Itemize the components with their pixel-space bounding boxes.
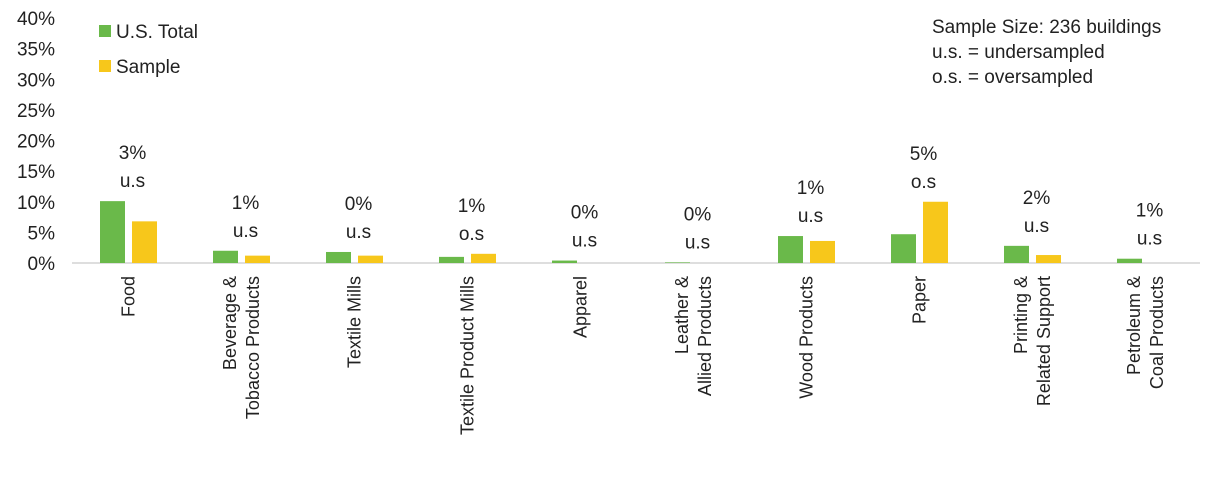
- legend-swatch-us-total: [99, 25, 111, 37]
- y-tick-label: 40%: [17, 9, 55, 30]
- notes: Sample Size: 236 buildings u.s. = undersa…: [932, 17, 1161, 88]
- legend-label-us-total: U.S. Total: [116, 22, 198, 43]
- bar-us-total: [213, 250, 238, 263]
- annotation-status: u.s: [233, 221, 258, 242]
- bars: [100, 201, 1142, 263]
- category-label: Wood Products: [797, 276, 817, 399]
- y-tick-label: 0%: [28, 254, 56, 275]
- annotation-status: u.s: [572, 231, 597, 252]
- bar-us-total: [439, 256, 464, 263]
- y-tick-label: 5%: [28, 223, 56, 244]
- category-label: Allied Products: [695, 276, 715, 396]
- category-label: Petroleum &: [1124, 276, 1144, 375]
- category-label: Food: [119, 276, 139, 317]
- note-text: u.s. = undersampled: [932, 42, 1105, 63]
- category-label: Tobacco Products: [243, 276, 263, 419]
- category-label: Related Support: [1034, 276, 1054, 406]
- annotation-status: o.s: [459, 224, 484, 245]
- bar-us-total: [665, 262, 690, 263]
- category-label: Printing &: [1011, 276, 1031, 354]
- note-text: Sample Size: 236 buildings: [932, 17, 1161, 38]
- category-label: Textile Mills: [345, 276, 365, 368]
- bar-sample: [923, 201, 948, 263]
- annotation-value: 3%: [119, 143, 147, 164]
- y-tick-label: 30%: [17, 70, 55, 91]
- bar-us-total: [326, 251, 351, 263]
- annotation-value: 0%: [684, 204, 712, 225]
- category-label: Coal Products: [1147, 276, 1167, 389]
- annotation-status: u.s: [1137, 229, 1162, 250]
- annotation-value: 2%: [1023, 188, 1051, 209]
- annotations: 3% u.s 1% u.s 0% u.s 1% o.s 0% u.s 0% u.s 1% u.s 5% o.s…: [119, 143, 1164, 253]
- category-label: Textile Product Mills: [458, 276, 478, 435]
- category-labels: Food Beverage & Tobacco Products Textile Mi…: [119, 276, 1168, 435]
- annotation-value: 1%: [1136, 201, 1164, 222]
- annotation-status: o.s: [911, 172, 936, 193]
- annotation-status: u.s: [120, 171, 145, 192]
- annotation-value: 1%: [797, 178, 825, 199]
- bar-sample: [471, 253, 496, 263]
- bar-us-total: [1117, 258, 1142, 263]
- bar-sample: [1036, 255, 1061, 263]
- annotation-value: 5%: [910, 144, 938, 165]
- annotation-value: 0%: [571, 203, 599, 224]
- legend-swatch-sample: [99, 60, 111, 72]
- annotation-value: 0%: [345, 194, 373, 215]
- bar-us-total: [778, 236, 803, 263]
- bar-us-total: [552, 260, 577, 263]
- legend-label-sample: Sample: [116, 57, 180, 78]
- bar-us-total: [1004, 245, 1029, 263]
- y-tick-label: 35%: [17, 40, 55, 61]
- category-label: Leather &: [672, 276, 692, 354]
- y-tick-label: 25%: [17, 101, 55, 122]
- bar-sample: [358, 255, 383, 263]
- annotation-value: 1%: [232, 193, 260, 214]
- y-tick-label: 10%: [17, 193, 55, 214]
- annotation-status: u.s: [346, 222, 371, 243]
- annotation-status: u.s: [685, 232, 710, 253]
- y-tick-label: 15%: [17, 162, 55, 183]
- y-axis: 0% 5% 10% 15% 20% 25% 30% 35% 40%: [17, 9, 55, 275]
- category-label: Paper: [910, 276, 930, 324]
- bar-sample: [810, 240, 835, 263]
- bar-us-total: [100, 201, 125, 263]
- category-label: Apparel: [571, 276, 591, 338]
- bar-sample: [245, 255, 270, 263]
- legend: U.S. Total Sample: [99, 22, 198, 78]
- bar-sample: [132, 221, 157, 263]
- y-tick-label: 20%: [17, 132, 55, 153]
- category-label: Beverage &: [220, 276, 240, 370]
- annotation-status: u.s: [1024, 216, 1049, 237]
- annotation-status: u.s: [798, 206, 823, 227]
- note-text: o.s. = oversampled: [932, 67, 1093, 88]
- annotation-value: 1%: [458, 196, 486, 217]
- bar-us-total: [891, 234, 916, 263]
